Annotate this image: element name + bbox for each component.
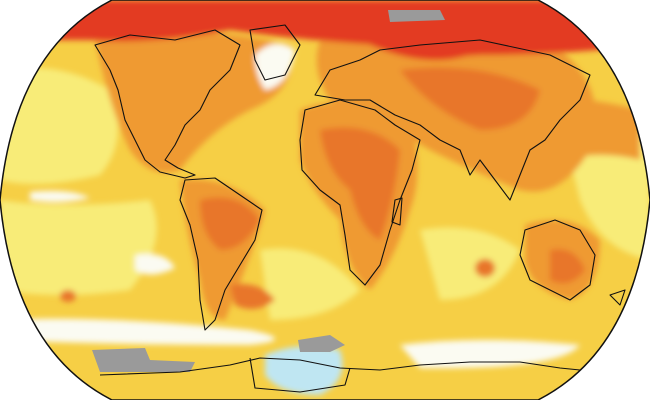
no-data-area xyxy=(298,335,345,352)
coastlines xyxy=(94,24,626,393)
no-data-area xyxy=(388,10,445,22)
no-data-area xyxy=(92,348,195,372)
